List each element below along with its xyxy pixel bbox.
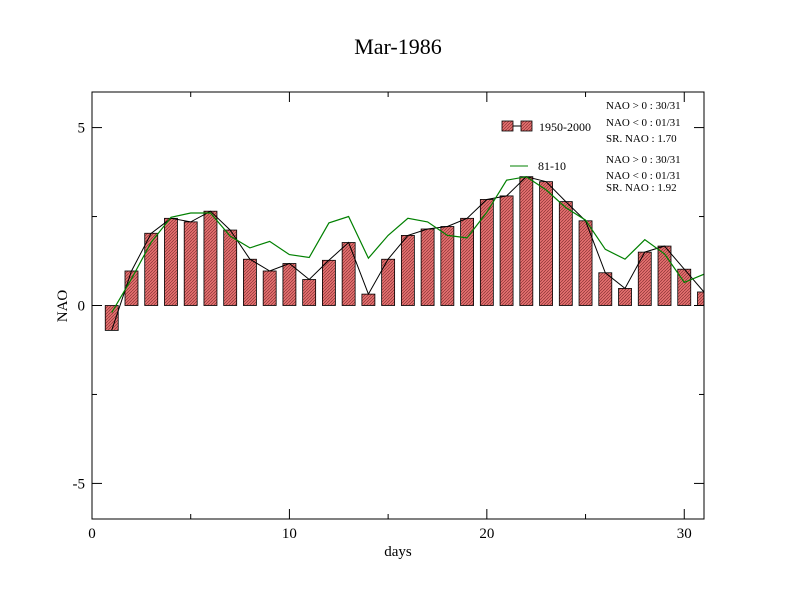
chart-title: Mar-1986: [354, 34, 442, 59]
x-tick-label-0: 0: [88, 526, 96, 542]
bar-day-12: [322, 259, 336, 306]
bar-day-5: [183, 221, 198, 306]
bar-day-20: [479, 199, 494, 306]
y-axis-label: NAO: [55, 290, 71, 323]
axes: 0 10 20 30 -5 0 5: [73, 92, 704, 542]
bar-day-17: [420, 228, 435, 306]
bar-day-26: [598, 272, 613, 306]
bar-day-15: [381, 258, 396, 306]
bar-day-27: [618, 288, 632, 306]
x-tick-label-20: 20: [479, 526, 494, 542]
bar-day-3: [144, 232, 159, 306]
series-line-81-10: [111, 176, 704, 313]
stats-1-sr: SR. NAO : 1.70: [606, 133, 677, 145]
stats-1-negative: NAO < 0 : 01/31: [606, 117, 681, 129]
series-line-1950-2000: [111, 176, 704, 331]
bar-day-23: [539, 181, 553, 306]
y-tick-label-0: 0: [78, 299, 86, 315]
stats-2-positive: NAO > 0 : 30/31: [606, 154, 681, 166]
legend-swatch-bar-left: [501, 120, 514, 132]
x-tick-label-10: 10: [282, 526, 297, 542]
stats-1-positive: NAO > 0 : 30/31: [606, 100, 681, 112]
legend-label-1950-2000: 1950-2000: [539, 120, 591, 134]
x-tick-label-30: 30: [677, 526, 692, 542]
stats-2-negative: NAO < 0 : 01/31: [606, 170, 681, 182]
y-tick-label--5: -5: [73, 476, 86, 492]
bar-day-14: [361, 293, 376, 306]
bar-day-29: [657, 245, 672, 306]
bar-day-10: [282, 263, 297, 306]
bar-day-31: [697, 291, 704, 306]
bar-day-13: [341, 242, 356, 306]
bar-day-24: [558, 201, 573, 306]
legend-swatch-bar-right: [520, 120, 533, 132]
y-tick-label-5: 5: [78, 121, 86, 137]
x-axis-label: days: [384, 544, 412, 560]
bar-day-4: [164, 217, 178, 306]
bar-day-16: [400, 235, 415, 306]
legend: 1950-2000 81-10 NAO > 0 : 30/31 NAO < 0 …: [501, 100, 681, 194]
bar-day-22: [519, 176, 534, 306]
plot-area: [104, 176, 704, 331]
bar-day-11: [302, 279, 317, 306]
bar-day-18: [440, 226, 455, 306]
bar-day-21: [499, 195, 514, 306]
bar-day-9: [262, 270, 277, 306]
legend-label-81-10: 81-10: [538, 159, 566, 173]
bar-day-6: [203, 210, 218, 306]
bar-day-2: [124, 270, 139, 306]
bar-day-7: [223, 229, 238, 306]
bar-day-8: [243, 258, 257, 306]
stats-2-sr: SR. NAO : 1.92: [606, 182, 677, 194]
